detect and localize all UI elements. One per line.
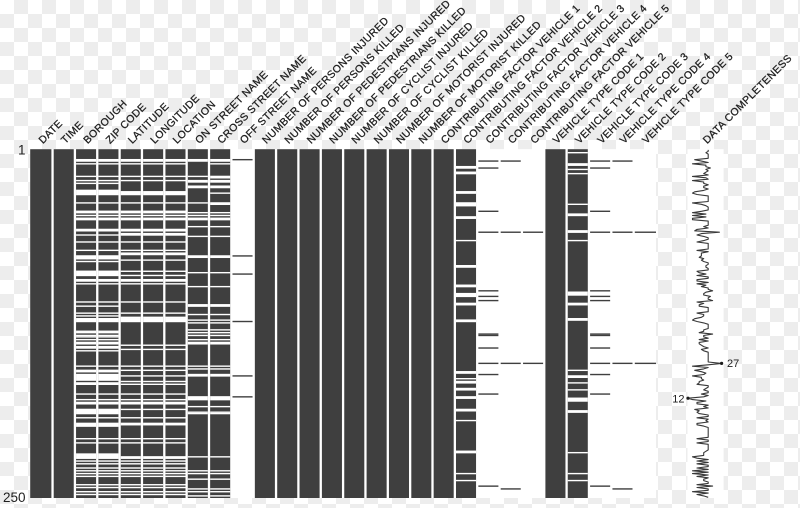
svg-text:27: 27 (727, 358, 739, 370)
svg-text:250: 250 (3, 490, 26, 505)
svg-text:1: 1 (18, 142, 26, 157)
svg-text:12: 12 (672, 394, 684, 406)
